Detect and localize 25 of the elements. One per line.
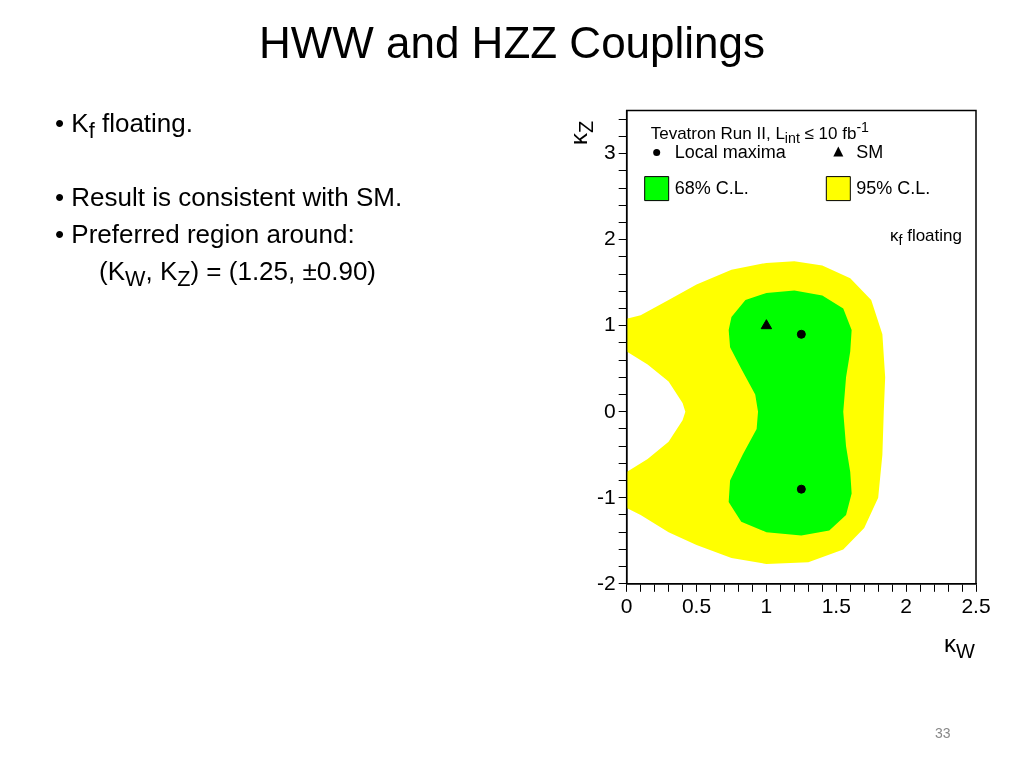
x-tick-label: 0.5 bbox=[681, 594, 712, 618]
chart-title: HWW and HZZ Couplings bbox=[257, 18, 767, 68]
text: 33 bbox=[935, 725, 951, 741]
annotation: κ$_{f}$ floating bbox=[890, 225, 962, 248]
x-tick-label: 2.5 bbox=[961, 594, 991, 618]
x-tick-label: 1 bbox=[760, 594, 773, 618]
x-tick-label: 0 bbox=[620, 594, 633, 618]
legend-label: 95% C.L. bbox=[856, 177, 931, 198]
x-tick-label: 2 bbox=[900, 594, 912, 618]
y-tick-label: -2 bbox=[596, 570, 616, 594]
text: • Preferred region around: bbox=[55, 218, 355, 251]
text: • K$_{f}$ floating. bbox=[55, 107, 193, 146]
point bbox=[796, 329, 806, 339]
y-tick-label: 2 bbox=[603, 226, 616, 250]
y-tick-label: -1 bbox=[596, 484, 616, 508]
legend-label: 68% C.L. bbox=[674, 177, 749, 198]
x-axis-title: κ$_{W}$ bbox=[944, 629, 975, 663]
x-tick-label: 1.5 bbox=[821, 594, 851, 618]
text: • Result is consistent with SM. bbox=[55, 181, 403, 214]
text: (K$_{W}$, K$_{Z}$) = (1.25, ±0.90) bbox=[99, 255, 377, 294]
y-tick-label: 0 bbox=[603, 398, 616, 422]
y-tick-label: 3 bbox=[603, 140, 616, 164]
y-tick-label: 1 bbox=[603, 312, 616, 336]
point bbox=[796, 484, 806, 494]
point bbox=[760, 319, 773, 330]
